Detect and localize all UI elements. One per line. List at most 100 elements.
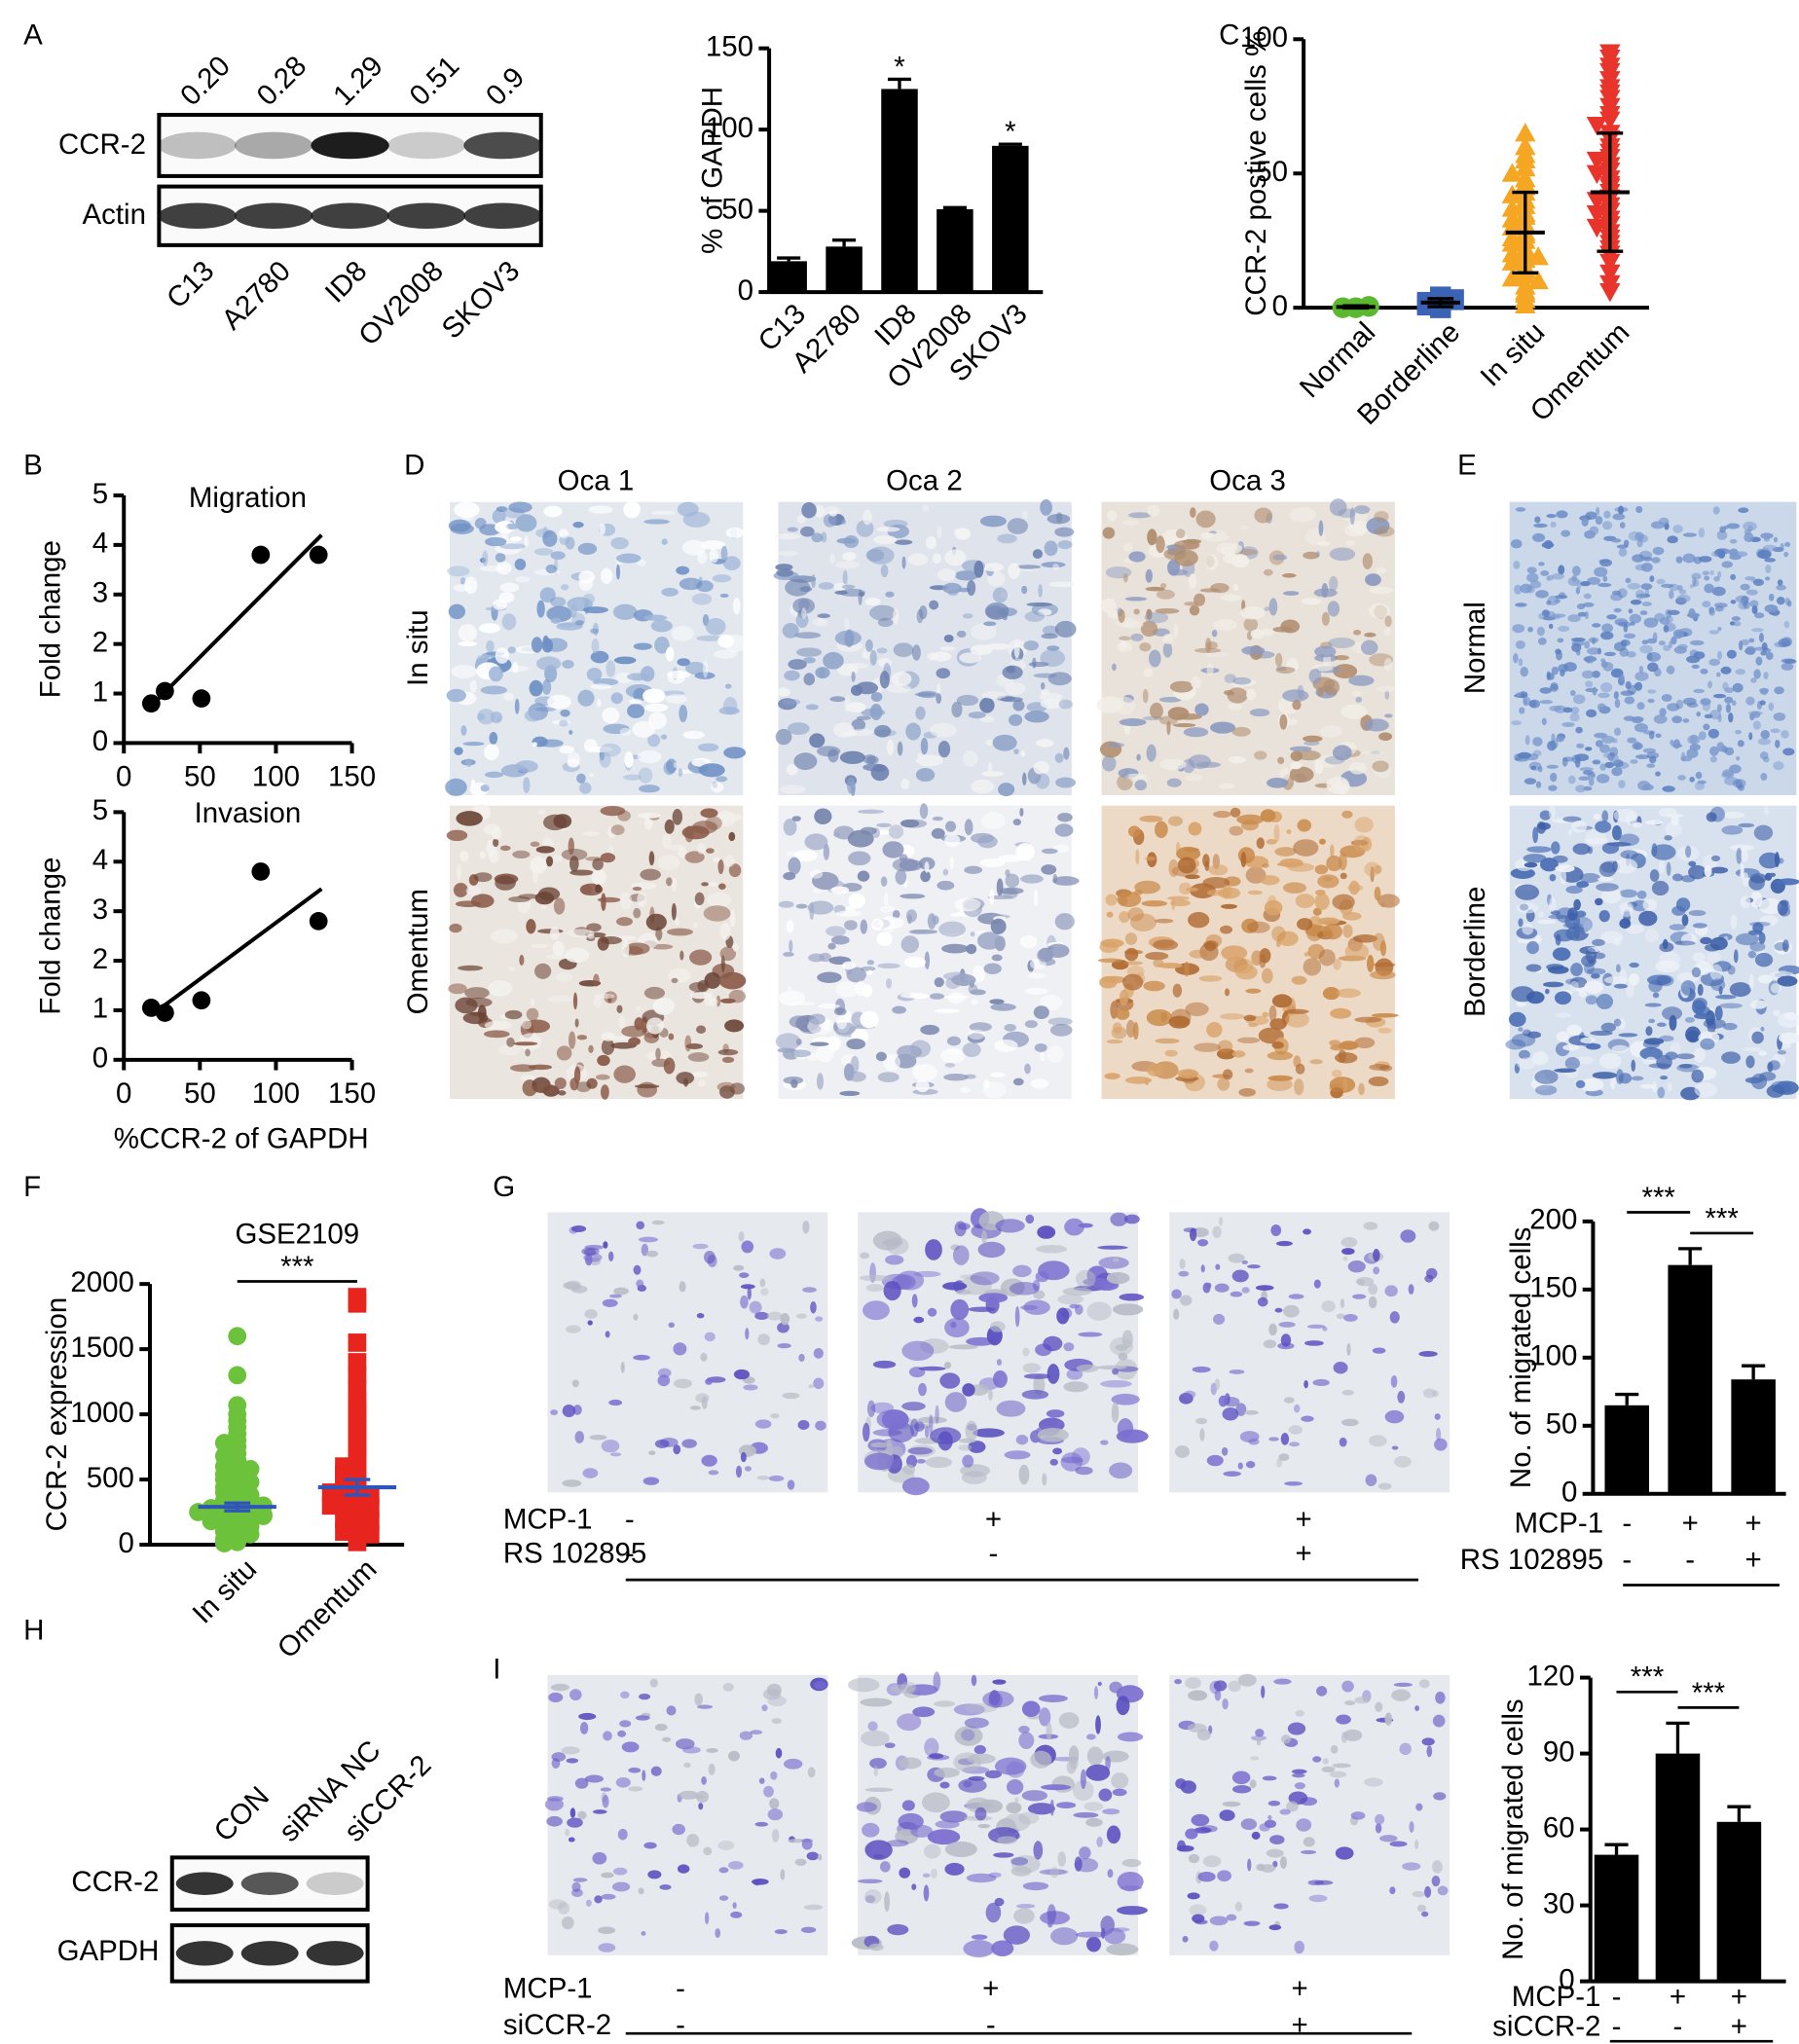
cell xyxy=(912,1294,918,1307)
condition-sign: + xyxy=(985,1504,1002,1536)
cell xyxy=(979,698,994,713)
cell xyxy=(628,1038,641,1045)
cell xyxy=(963,1940,994,1957)
cell xyxy=(1149,650,1161,668)
cell xyxy=(775,533,801,539)
cell xyxy=(1538,613,1545,619)
cell xyxy=(829,509,838,516)
cell xyxy=(644,987,665,1000)
cell xyxy=(611,824,625,835)
cell xyxy=(1549,804,1556,820)
cell xyxy=(1597,647,1601,654)
cell xyxy=(1343,1314,1358,1322)
cell xyxy=(1599,559,1612,566)
cell xyxy=(936,526,941,538)
cell xyxy=(471,780,475,789)
cell xyxy=(1649,575,1654,582)
cell xyxy=(965,819,973,835)
cell xyxy=(915,707,925,720)
cell xyxy=(579,782,591,793)
cell xyxy=(1732,616,1741,621)
x-tick-label: 50 xyxy=(184,760,216,792)
cell xyxy=(992,1679,1006,1684)
cell xyxy=(1317,918,1340,926)
cell xyxy=(1114,697,1136,714)
cell xyxy=(1412,1891,1424,1897)
cell xyxy=(1315,864,1328,874)
cell xyxy=(1591,772,1596,780)
condition-sign: + xyxy=(1682,1508,1699,1540)
cell xyxy=(925,861,930,873)
cell xyxy=(692,593,712,604)
cell xyxy=(662,834,672,849)
cell xyxy=(1337,1313,1344,1319)
cell xyxy=(1705,865,1712,878)
cell xyxy=(1596,883,1619,892)
cell xyxy=(713,857,720,861)
cell xyxy=(1048,672,1072,685)
cell xyxy=(1370,970,1396,979)
cell xyxy=(840,751,865,764)
cell xyxy=(1750,1000,1767,1008)
cell xyxy=(1023,1882,1048,1891)
cell xyxy=(1526,964,1542,971)
cell xyxy=(1651,557,1660,563)
cell xyxy=(1241,1818,1257,1830)
cell xyxy=(1156,535,1164,553)
cell xyxy=(1700,1039,1714,1050)
cell xyxy=(965,1420,977,1441)
cell xyxy=(1578,776,1590,781)
cell xyxy=(1645,1004,1662,1007)
cell xyxy=(642,1770,645,1780)
cell xyxy=(477,709,495,724)
cell xyxy=(1250,1779,1257,1788)
cell xyxy=(1322,612,1330,626)
cell xyxy=(1246,689,1256,701)
cell xyxy=(1193,1367,1211,1372)
cell xyxy=(867,547,895,565)
cell xyxy=(1714,602,1728,607)
y-tick-label: 1500 xyxy=(70,1332,134,1364)
cell xyxy=(784,671,800,681)
cell xyxy=(1272,994,1292,1007)
band-ratio: 0.20 xyxy=(174,50,237,112)
cell xyxy=(1295,1782,1305,1789)
cell xyxy=(1756,549,1764,559)
cell xyxy=(1641,583,1653,590)
cell xyxy=(481,785,490,791)
cell xyxy=(1282,573,1297,578)
cell xyxy=(1666,1051,1678,1060)
cell xyxy=(666,646,675,661)
cell xyxy=(1375,526,1394,536)
cell xyxy=(1572,566,1581,575)
cell xyxy=(486,640,495,652)
y-tick-label: 4 xyxy=(92,528,108,560)
cell xyxy=(900,820,919,827)
cell xyxy=(1367,955,1374,972)
cell xyxy=(1682,914,1689,926)
cell xyxy=(1159,759,1187,770)
cell xyxy=(1721,667,1732,675)
cell xyxy=(767,1696,787,1706)
cell xyxy=(1208,864,1228,875)
cell xyxy=(925,1426,930,1438)
cell xyxy=(807,1852,819,1861)
cell xyxy=(1033,1841,1043,1859)
cell xyxy=(1597,583,1611,587)
cell xyxy=(981,812,1006,829)
y-tick-label: 0 xyxy=(1561,1477,1577,1509)
condition-sign: - xyxy=(676,2009,685,2041)
cell xyxy=(689,949,712,965)
condition-sign: - xyxy=(625,1504,635,1536)
cell xyxy=(1667,703,1679,712)
cell xyxy=(1247,922,1270,933)
cell xyxy=(993,588,1008,603)
y-tick-label: 2 xyxy=(92,626,108,658)
cell xyxy=(1418,1351,1437,1357)
cell xyxy=(1692,1000,1706,1014)
cell xyxy=(959,1439,975,1443)
cell xyxy=(800,586,812,592)
cell xyxy=(1604,976,1629,984)
cell xyxy=(571,1888,583,1897)
y-tick-label: 0 xyxy=(119,1527,134,1559)
